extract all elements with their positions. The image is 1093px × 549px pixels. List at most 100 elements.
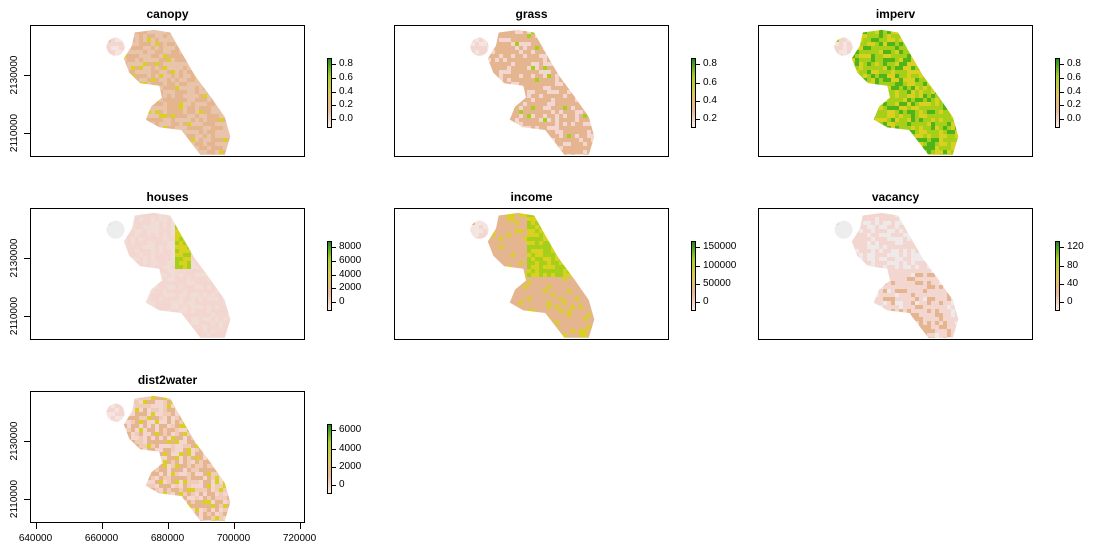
- legend-tick-label: 100000: [703, 259, 737, 271]
- raster-plot-area: [758, 25, 1033, 157]
- raster-cells: [106, 212, 231, 338]
- legend-tick-label: 8000: [339, 241, 362, 253]
- legend-tick-label: 0.8: [339, 58, 353, 70]
- legend-tick-label: 0.6: [703, 76, 717, 88]
- x-axis-tick: [167, 523, 169, 529]
- raster-cells: [106, 395, 231, 521]
- y-axis-tick-label: 2110000: [9, 297, 20, 336]
- legend-tick: [332, 261, 336, 263]
- raster-map: [470, 212, 595, 338]
- legend-tick: [332, 91, 336, 93]
- legend-tick: [332, 288, 336, 290]
- raster-map: [106, 29, 231, 155]
- y-axis-tick: [24, 441, 30, 443]
- legend-tick-label: 0: [703, 296, 709, 308]
- legend-tick-label: 0.6: [339, 72, 353, 84]
- x-axis-tick: [101, 523, 103, 529]
- legend-color-bar: [327, 58, 332, 128]
- x-axis-tick: [35, 523, 37, 529]
- legend-tick: [332, 119, 336, 121]
- y-axis-tick: [24, 75, 30, 77]
- legend-tick-label: 4000: [339, 442, 362, 454]
- legend-tick: [696, 247, 700, 249]
- legend-tick: [1060, 302, 1064, 304]
- y-axis-tick-label: 2130000: [9, 55, 20, 95]
- legend-tick-label: 2000: [339, 460, 362, 472]
- legend-tick-label: 150000: [703, 241, 737, 253]
- legend-tick: [696, 119, 700, 121]
- legend-tick-label: 80: [1067, 259, 1079, 271]
- x-axis-tick: [233, 523, 235, 529]
- x-axis-tick-label: 660000: [84, 533, 119, 544]
- y-axis-tick: [24, 316, 30, 318]
- panel-title: dist2water: [137, 373, 198, 387]
- raster-map: [106, 212, 231, 338]
- raster-map: [834, 212, 959, 338]
- raster-plot-area: [758, 208, 1033, 340]
- legend-tick-label: 6000: [339, 424, 362, 436]
- legend-color-bar: [1055, 241, 1060, 311]
- y-axis-tick: [24, 133, 30, 135]
- x-axis-tick: [299, 523, 301, 529]
- raster-map: [470, 29, 595, 155]
- legend-tick: [332, 247, 336, 249]
- legend-tick: [1060, 78, 1064, 80]
- legend-tick-label: 0.2: [339, 99, 353, 111]
- legend-color-bar: [691, 241, 696, 311]
- legend-tick: [1060, 91, 1064, 93]
- legend-tick: [332, 64, 336, 66]
- raster-cells: [834, 212, 959, 338]
- legend-tick-label: 50000: [703, 277, 731, 289]
- legend-color-bar: [1055, 58, 1060, 128]
- legend-tick-label: 2000: [339, 282, 362, 294]
- legend-tick-label: 0: [1067, 296, 1073, 308]
- panel-title: canopy: [146, 7, 189, 21]
- legend-tick: [696, 100, 700, 102]
- legend-tick: [696, 82, 700, 84]
- raster-cells: [106, 29, 231, 155]
- legend-tick-label: 0.8: [703, 58, 717, 70]
- x-axis-tick-label: 640000: [18, 533, 53, 544]
- legend-tick: [1060, 283, 1064, 285]
- legend-tick: [1060, 247, 1064, 249]
- legend-color-bar: [327, 424, 332, 494]
- raster-plot-area: [394, 25, 669, 157]
- legend-tick-label: 120: [1067, 241, 1084, 253]
- legend-tick: [1060, 265, 1064, 267]
- panel-title: income: [510, 190, 553, 204]
- panel-title: grass: [515, 7, 548, 21]
- raster-plot-area: [394, 208, 669, 340]
- legend-tick-label: 0.2: [1067, 99, 1081, 111]
- legend-tick: [332, 448, 336, 450]
- y-axis-tick: [24, 499, 30, 501]
- panel-title: vacancy: [871, 190, 920, 204]
- legend-tick-label: 0.0: [339, 113, 353, 125]
- legend-tick: [332, 485, 336, 487]
- x-axis-tick-label: 700000: [216, 533, 251, 544]
- y-axis-tick: [24, 258, 30, 260]
- raster-plot-area: [30, 391, 305, 523]
- x-axis-tick-label: 680000: [150, 533, 185, 544]
- legend-color-bar: [327, 241, 332, 311]
- legend-tick: [332, 78, 336, 80]
- y-axis-tick-label: 2130000: [9, 421, 20, 461]
- raster-map: [834, 29, 959, 155]
- y-axis-tick-label: 2110000: [9, 114, 20, 153]
- legend-tick-label: 0.4: [703, 94, 717, 106]
- legend-tick-label: 0.6: [1067, 72, 1081, 84]
- x-axis-tick-label: 720000: [282, 533, 317, 544]
- raster-plot-area: [30, 208, 305, 340]
- legend-tick: [696, 283, 700, 285]
- panel-title: houses: [146, 190, 189, 204]
- raster-map: [106, 395, 231, 521]
- legend-tick-label: 40: [1067, 277, 1079, 289]
- legend-tick: [696, 302, 700, 304]
- legend-tick: [332, 105, 336, 107]
- legend-tick: [696, 265, 700, 267]
- raster-cells: [470, 212, 595, 338]
- legend-tick-label: 0.0: [1067, 113, 1081, 125]
- raster-plot-area: [30, 25, 305, 157]
- legend-tick-label: 4000: [339, 268, 362, 280]
- legend-tick: [332, 274, 336, 276]
- legend-tick: [332, 466, 336, 468]
